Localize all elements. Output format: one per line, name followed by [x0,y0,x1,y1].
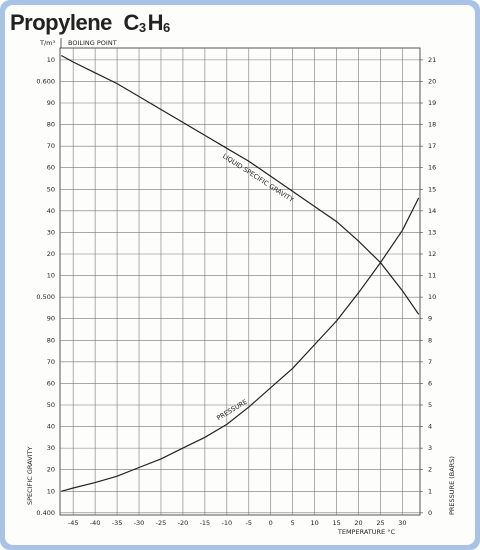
y-tick-label: 60 [47,164,55,172]
y-tick-label: 40 [47,207,55,215]
y2-tick-label: 16 [428,164,436,172]
y-unit-label: T/m³ [39,39,55,47]
y2-tick-label: 13 [428,228,436,236]
x-tick-label: 10 [310,519,318,527]
y-tick-label: 20 [47,466,55,474]
y2-tick-label: 0 [428,509,432,517]
x-tick-label: -5 [246,519,252,527]
title-name: Propylene [10,10,112,35]
formula-subscript: 6 [163,20,170,35]
y-axis-label: SPECIFIC GRAVITY [26,446,34,505]
formula-element: H [148,10,163,35]
y2-tick-label: 21 [428,56,436,64]
y2-tick-label: 15 [428,185,436,193]
y2-tick-label: 11 [428,272,436,280]
y-tick-label: 90 [47,315,55,323]
y2-tick-label: 1 [428,487,432,495]
x-tick-label: 20 [354,519,362,527]
y-tick-label: 70 [47,142,55,150]
x-tick-label: 30 [398,519,406,527]
y-tick-label: 50 [47,401,55,409]
y-tick-label: 0.400 [36,509,55,517]
x-tick-label: -10 [222,519,233,527]
x-tick-label: 15 [332,519,340,527]
y-tick-label: 60 [47,379,55,387]
y2-tick-label: 5 [428,401,432,409]
y-tick-label: 90 [47,99,55,107]
y2-tick-label: 18 [428,121,436,129]
y-tick-label: 80 [47,336,55,344]
x-tick-label: -25 [156,519,167,527]
panel [5,5,475,545]
y2-tick-label: 8 [428,336,432,344]
y2-tick-label: 19 [428,99,436,107]
x-tick-label: -20 [178,519,189,527]
y2-tick-label: 7 [428,358,432,366]
chart-title: Propylene C3H6 [10,10,170,36]
formula-subscript: 3 [139,20,146,35]
y2-tick-label: 20 [428,77,436,85]
y2-tick-label: 10 [428,293,436,301]
x-tick-label: -35 [112,519,123,527]
y-tick-label: 30 [47,228,55,236]
y-tick-label: 10 [47,56,55,64]
y2-tick-label: 6 [428,379,432,387]
x-tick-label: -40 [90,519,101,527]
plot-area [59,47,421,516]
y2-tick-label: 9 [428,315,432,323]
formula-element: C [124,10,140,35]
y-tick-label: 0.600 [36,77,55,85]
y2-tick-label: 17 [428,142,436,150]
y2-tick-label: 3 [428,444,432,452]
y2-tick-label: 4 [428,423,432,431]
x-tick-label: 0 [269,519,273,527]
y-tick-label: 20 [47,250,55,258]
x-tick-label: -45 [68,519,79,527]
y-tick-label: 50 [47,185,55,193]
y2-tick-label: 2 [428,466,432,474]
y-tick-label: 30 [47,444,55,452]
x-tick-label: -15 [200,519,211,527]
y2-tick-label: 12 [428,250,436,258]
y-tick-label: 70 [47,358,55,366]
y-tick-label: 10 [47,272,55,280]
annotation: BOILING POINT [68,39,117,47]
series-line [61,197,420,492]
x-tick-label: -30 [134,519,145,527]
x-tick-label: 5 [291,519,295,527]
y-tick-label: 80 [47,121,55,129]
x-axis-label: TEMPERATURE °C [337,528,396,536]
y-tick-label: 10 [47,487,55,495]
y2-tick-label: 14 [428,207,436,215]
y-tick-label: 0.500 [36,293,55,301]
x-tick-label: 25 [376,519,384,527]
y2-axis-label: PRESSURE (BARS) [448,456,456,515]
series-line [61,54,420,315]
y-tick-label: 40 [47,423,55,431]
